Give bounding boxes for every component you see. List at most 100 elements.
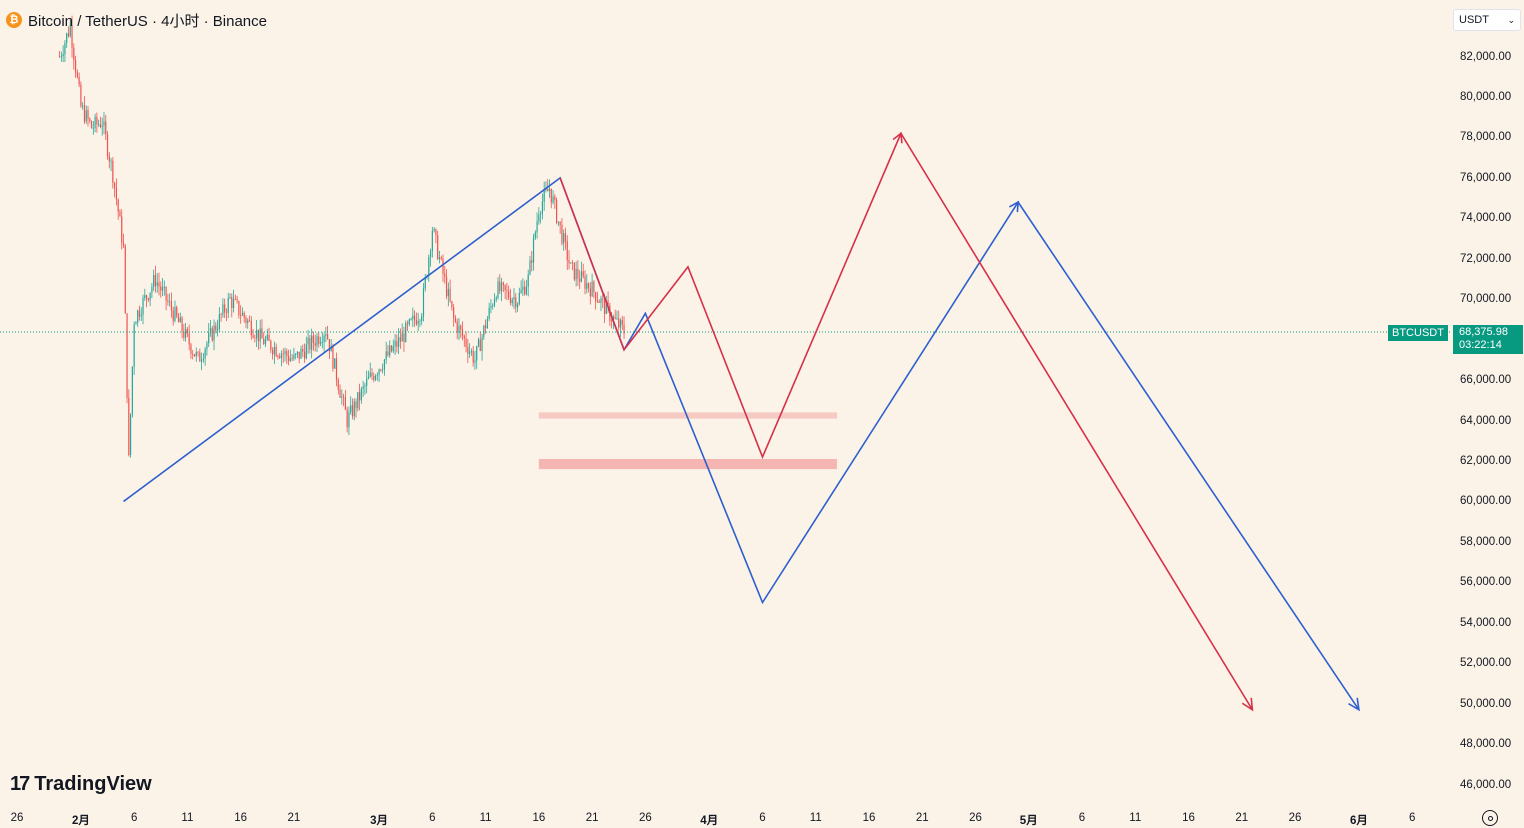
candle-body <box>142 298 144 315</box>
candle-body <box>71 25 73 48</box>
tradingview-logo[interactable]: 17 TradingView <box>10 773 152 796</box>
candle-body <box>564 233 567 242</box>
x-tick-label: 6 <box>1408 812 1416 824</box>
candle-body <box>133 324 135 367</box>
candle-body <box>302 349 304 352</box>
candle-body <box>321 341 323 343</box>
candle-body <box>341 396 343 398</box>
candle-body <box>160 286 162 291</box>
candle-body <box>89 118 91 122</box>
chart-header: ₿ Bitcoin / TetherUS · 4小时 · Binance <box>6 9 267 31</box>
y-tick-label: 62,000.00 <box>1460 455 1512 467</box>
currency-value: USDT <box>1459 14 1489 26</box>
candle-body <box>417 321 419 325</box>
candle-body <box>591 281 593 297</box>
candle-body <box>179 317 181 323</box>
candle-body <box>355 401 357 409</box>
candle-body <box>177 316 180 323</box>
candle-body <box>573 262 575 280</box>
support-zones <box>538 412 838 470</box>
candle-body <box>474 360 476 363</box>
candle-body <box>222 304 224 315</box>
candle-body <box>456 321 458 333</box>
candle-body <box>584 276 586 289</box>
last-price-label: 68,375.98 03:22:14 <box>1453 325 1523 354</box>
x-tick-label: 6 <box>1078 812 1086 824</box>
candle-body <box>319 342 322 344</box>
candle-body <box>225 312 228 314</box>
x-tick-label: 16 <box>234 812 248 824</box>
candle-body <box>481 336 483 352</box>
candle-body <box>369 372 371 377</box>
y-tick-label: 54,000.00 <box>1460 616 1512 629</box>
candle-body <box>83 105 86 122</box>
candle-body <box>229 297 231 299</box>
candle-body <box>577 269 579 279</box>
candle-body <box>332 345 334 369</box>
settings-gear-icon[interactable] <box>1482 810 1498 826</box>
candle-body <box>82 105 84 107</box>
candle-body <box>231 297 233 308</box>
candle-body <box>96 116 98 125</box>
x-tick-label: 21 <box>287 812 301 824</box>
arrowhead <box>1008 200 1019 213</box>
logo-text: TradingView <box>34 773 152 795</box>
symbol-title[interactable]: Bitcoin / TetherUS · 4小时 · Binance <box>28 12 267 30</box>
candle-body <box>87 110 89 119</box>
candle-body <box>275 346 277 357</box>
candle-body <box>264 339 267 345</box>
candle-body <box>525 286 528 295</box>
candle-body <box>445 276 448 297</box>
candle-body <box>130 413 132 455</box>
candle-body <box>199 352 201 362</box>
candle-body <box>587 283 590 289</box>
candle-body <box>557 221 559 223</box>
x-tick-label: 6 <box>130 812 138 824</box>
candle-body <box>256 329 258 339</box>
candle-body <box>534 232 536 238</box>
candle-body <box>78 76 80 85</box>
candle-body <box>472 350 474 363</box>
candle-body <box>138 310 141 317</box>
candle-body <box>195 352 197 357</box>
y-tick-label: 56,000.00 <box>1460 576 1512 589</box>
candle-body <box>266 334 268 340</box>
candle-body <box>259 328 261 342</box>
y-tick-label: 58,000.00 <box>1460 535 1512 548</box>
candle-body <box>119 211 121 217</box>
candle-body <box>257 329 259 342</box>
y-tick-label: 52,000.00 <box>1460 657 1512 670</box>
candle-body <box>287 356 290 361</box>
candle-body <box>373 376 375 380</box>
candle-body <box>582 271 584 277</box>
blue_path-projection <box>123 176 1360 711</box>
candle-body <box>367 376 370 379</box>
candle-body <box>323 335 325 342</box>
candle-body <box>186 328 188 334</box>
candle-body <box>410 319 412 320</box>
y-tick-label: 64,000.00 <box>1460 414 1512 427</box>
candle-body <box>463 336 465 339</box>
candle-body <box>303 351 306 359</box>
candle-body <box>550 188 552 203</box>
currency-select[interactable]: USDT ⌄ <box>1453 9 1521 31</box>
candle-body <box>438 257 441 260</box>
candle-body <box>486 318 488 329</box>
candle-body <box>502 282 504 285</box>
candle-body <box>374 375 377 380</box>
x-tick-label: 21 <box>915 812 929 824</box>
candle-body <box>408 319 410 325</box>
candle-body <box>165 286 167 301</box>
candle-body <box>62 54 64 57</box>
x-tick-label: 26 <box>1288 812 1302 824</box>
candle-body <box>492 305 494 307</box>
candle-body <box>215 325 217 331</box>
candle-body <box>405 323 407 342</box>
candle-body <box>552 196 554 203</box>
candle-body <box>312 335 315 343</box>
candle-body <box>540 213 542 215</box>
candle-body <box>224 304 226 313</box>
candle-body <box>561 224 563 244</box>
candle-body <box>433 229 435 232</box>
